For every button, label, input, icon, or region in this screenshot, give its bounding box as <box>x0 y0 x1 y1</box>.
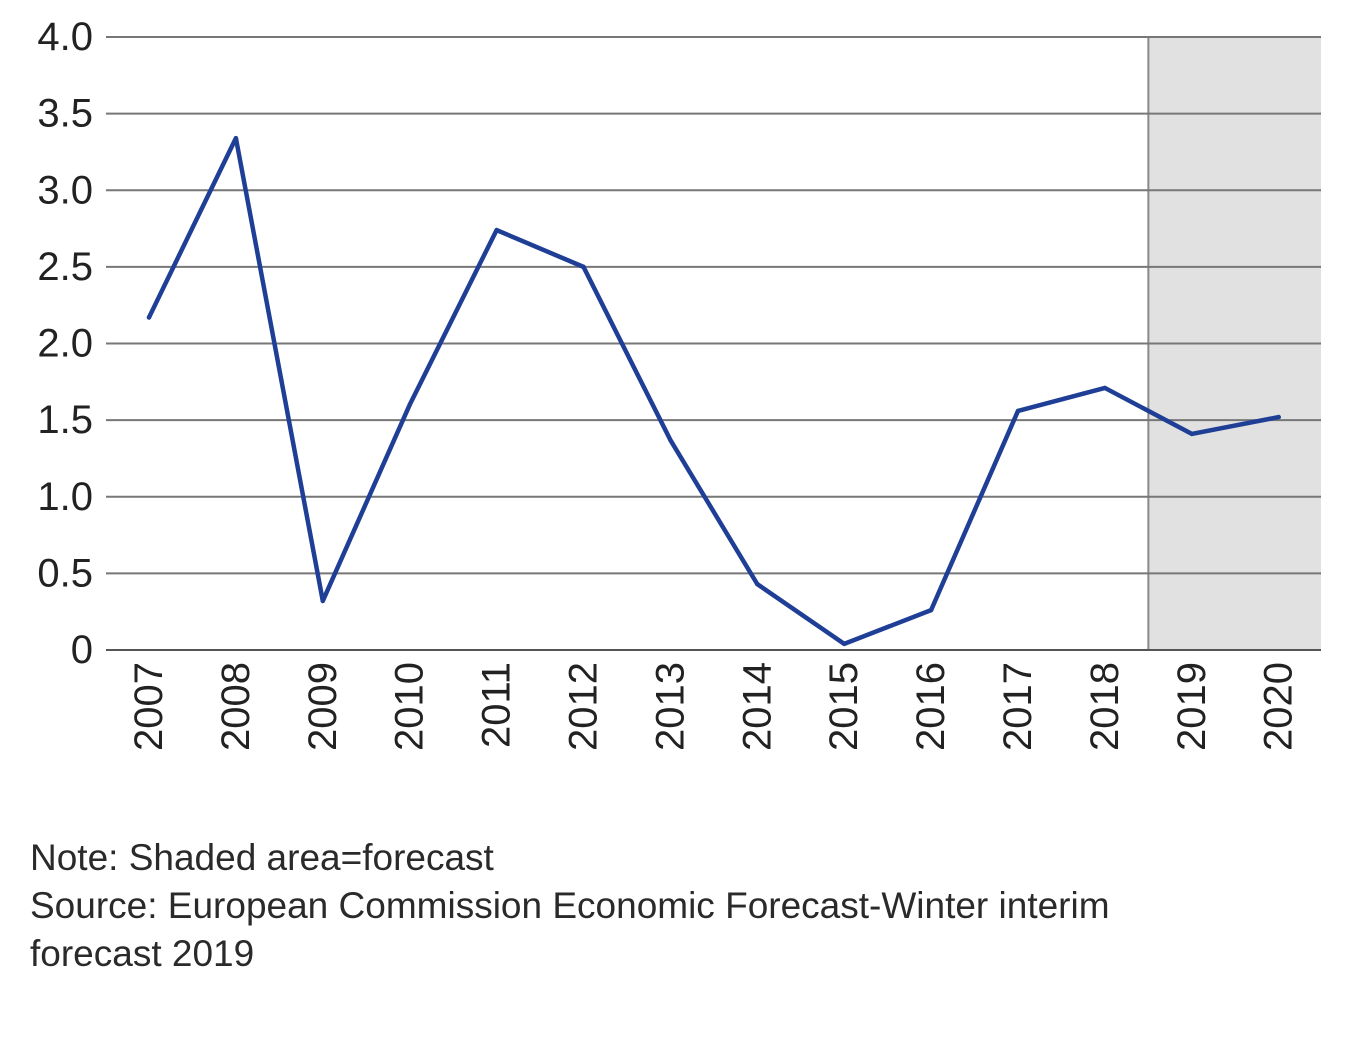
data-point <box>755 581 760 587</box>
x-tick-label: 2015 <box>822 662 866 751</box>
data-point <box>928 607 934 613</box>
y-tick-label: 0.5 <box>37 551 93 595</box>
data-point <box>146 315 152 320</box>
y-tick-label: 1.0 <box>37 475 93 519</box>
chart-notes: Note: Shaded area=forecast Source: Europ… <box>30 834 1330 978</box>
x-tick-label: 2010 <box>388 662 432 751</box>
line-chart: 0 0.5 1.0 1.5 2.0 2.5 3.0 3.5 4.0 2007 2008 2009 20… <box>37 15 1321 751</box>
x-tick-label: 2008 <box>214 662 258 751</box>
data-point <box>1015 408 1021 414</box>
x-tick-label: 2012 <box>562 662 606 751</box>
source-text: Source: European Commission Economic For… <box>30 885 1110 974</box>
x-tick-label: 2014 <box>735 662 779 751</box>
data-point <box>1276 414 1281 420</box>
y-tick-label: 0 <box>71 628 93 672</box>
data-point <box>842 641 847 647</box>
y-tick-label: 4.0 <box>37 15 93 59</box>
x-tick-label: 2007 <box>127 662 171 751</box>
data-point <box>320 598 325 604</box>
data-point <box>494 227 499 233</box>
data-point <box>581 264 586 270</box>
x-tick-label: 2020 <box>1257 662 1301 751</box>
y-tick-label: 2.5 <box>37 245 93 289</box>
data-point <box>668 437 673 443</box>
y-tick-label: 1.5 <box>37 398 93 442</box>
x-tick-label: 2018 <box>1083 662 1127 751</box>
data-point <box>233 135 239 141</box>
x-tick-label: 2009 <box>301 662 345 751</box>
y-tick-label: 3.0 <box>37 168 93 212</box>
x-tick-label: 2019 <box>1170 662 1214 751</box>
data-point <box>1189 431 1195 437</box>
x-tick-label: 2011 <box>475 662 519 748</box>
data-point <box>1102 385 1108 391</box>
x-tick-label: 2017 <box>996 662 1040 751</box>
x-tick-label: 2013 <box>648 662 692 751</box>
data-point <box>407 402 412 407</box>
note-text: Note: Shaded area=forecast <box>30 837 494 878</box>
y-tick-label: 3.5 <box>37 92 93 136</box>
y-tick-label: 2.0 <box>37 322 93 366</box>
x-tick-label: 2016 <box>909 662 953 751</box>
series-line <box>146 135 1281 647</box>
